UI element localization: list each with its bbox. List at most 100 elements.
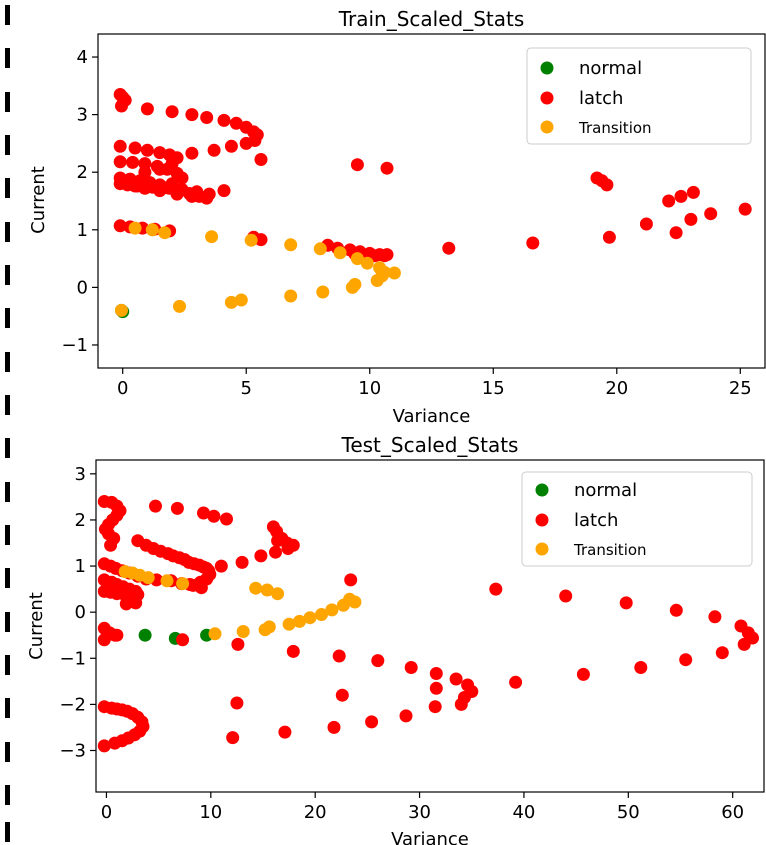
legend-label-latch: latch [579, 88, 623, 109]
data-point [160, 181, 174, 195]
legend-label-normal: normal [574, 480, 637, 501]
left-dash-marker [5, 135, 10, 155]
data-point [325, 603, 339, 617]
x-tick-label: 30 [408, 802, 431, 823]
data-point [345, 280, 359, 294]
left-dash-marker [5, 612, 10, 632]
y-tick-label: 2 [77, 162, 88, 183]
data-point [202, 187, 216, 201]
left-dash-marker [5, 655, 10, 675]
y-tick-label: 3 [77, 105, 88, 126]
data-point [708, 610, 722, 624]
data-point [737, 637, 751, 651]
x-tick-label: 0 [101, 802, 112, 823]
data-point [704, 207, 718, 221]
left-dash-marker [5, 48, 10, 68]
data-point [239, 136, 253, 150]
data-point [254, 549, 268, 563]
data-point [404, 661, 418, 674]
data-point [113, 219, 127, 233]
data-point [197, 506, 210, 520]
data-point [442, 241, 456, 255]
data-point [489, 582, 503, 596]
legend-marker-transition [535, 542, 549, 556]
x-tick-label: 20 [605, 378, 628, 399]
data-point [365, 715, 379, 729]
left-dash-marker [5, 178, 10, 198]
left-dash-marker [5, 352, 10, 372]
data-point [234, 293, 248, 307]
data-point [153, 146, 167, 160]
legend-label-transition: Transition [573, 541, 647, 559]
data-point [336, 598, 350, 612]
data-point [350, 252, 364, 266]
x-tick-label: 60 [721, 802, 744, 823]
series-normal [138, 628, 214, 645]
data-point [140, 143, 154, 157]
data-point [669, 603, 683, 617]
data-point [108, 736, 122, 750]
data-point [260, 583, 274, 597]
data-point [185, 108, 199, 122]
data-point [429, 681, 443, 695]
data-point [316, 285, 330, 299]
y-tick-label: 0 [77, 277, 88, 298]
data-point [286, 644, 300, 658]
left-dash-marker [5, 742, 10, 762]
y-tick-label: 3 [75, 464, 86, 485]
data-point [282, 617, 296, 631]
data-point [138, 157, 152, 171]
data-point [303, 611, 317, 625]
data-point [200, 111, 214, 124]
data-point [360, 256, 374, 270]
legend-label-latch: latch [574, 510, 618, 531]
plot-frame [97, 33, 766, 369]
data-point [160, 162, 174, 176]
x-tick-label: 40 [512, 802, 535, 823]
x-tick-label: 20 [304, 802, 327, 823]
data-point [380, 161, 394, 175]
data-point [175, 171, 189, 185]
y-tick-label: −1 [61, 335, 88, 356]
x-tick-label: 10 [358, 378, 381, 399]
data-point [173, 299, 186, 313]
data-point [141, 571, 155, 585]
series-transition [115, 221, 401, 317]
data-point [229, 116, 243, 130]
data-point [138, 628, 152, 642]
chart-2: Test_Scaled_Stats 0 10 20 30 40 50 60 −3 −2 −1 0 1 2 3… [26, 433, 765, 845]
data-point [170, 501, 184, 515]
data-point [428, 700, 442, 714]
left-dash-marker [5, 698, 10, 718]
data-point [145, 180, 159, 194]
y-tick-label: 1 [77, 220, 88, 241]
data-point [275, 531, 289, 545]
data-point [639, 217, 653, 231]
data-point [738, 202, 752, 216]
data-point [207, 509, 221, 523]
data-point [224, 139, 238, 153]
data-point [207, 143, 221, 157]
x-tick-label: 0 [117, 378, 128, 399]
data-point [208, 627, 222, 641]
data-point [378, 249, 392, 263]
data-point [371, 654, 385, 668]
left-dash-marker [5, 5, 10, 25]
x-tick-label: 5 [240, 378, 251, 399]
x-tick-label: 15 [482, 378, 505, 399]
data-point [278, 725, 292, 739]
data-point [97, 739, 111, 753]
data-point [269, 545, 282, 559]
data-point [315, 608, 328, 621]
legend-marker-latch [540, 91, 554, 105]
data-point [217, 113, 231, 127]
data-point [158, 226, 172, 240]
y-tick-label: 4 [77, 47, 88, 68]
data-point [254, 233, 268, 247]
data-point [128, 221, 142, 235]
data-point [121, 178, 135, 192]
x-tick-label: 10 [199, 802, 222, 823]
left-dash-marker [5, 785, 10, 805]
data-point [335, 688, 349, 702]
y-axis-label: Current [26, 592, 47, 660]
